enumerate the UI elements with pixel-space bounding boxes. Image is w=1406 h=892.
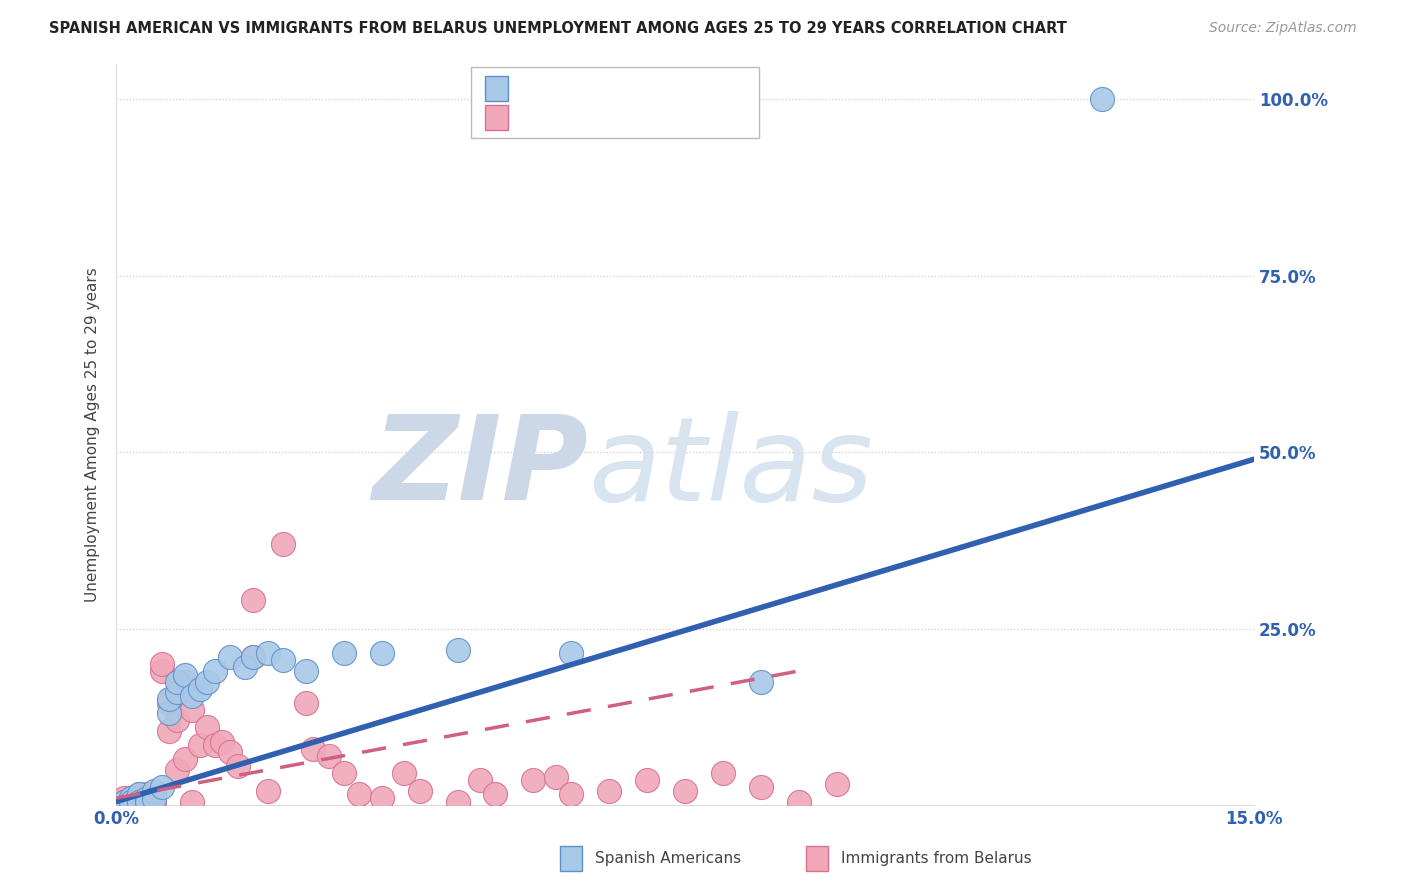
Point <box>150 664 173 678</box>
Point <box>166 714 188 728</box>
Point <box>394 766 416 780</box>
Point <box>560 646 582 660</box>
Point <box>749 674 772 689</box>
Point <box>188 681 211 696</box>
Point <box>128 795 150 809</box>
Point <box>318 748 340 763</box>
Point <box>546 770 568 784</box>
Point <box>112 791 135 805</box>
Point <box>219 745 242 759</box>
Point <box>233 660 256 674</box>
Point <box>242 593 264 607</box>
Point <box>560 788 582 802</box>
Point <box>484 788 506 802</box>
Point <box>181 689 204 703</box>
Text: R =: R = <box>522 82 550 96</box>
Point <box>143 795 166 809</box>
Point <box>370 646 392 660</box>
Point <box>135 791 157 805</box>
Point <box>204 738 226 752</box>
Point <box>181 703 204 717</box>
Point <box>242 649 264 664</box>
Point <box>204 664 226 678</box>
Point <box>636 773 658 788</box>
Point <box>143 784 166 798</box>
Point <box>302 741 325 756</box>
Point <box>143 792 166 806</box>
Point <box>370 791 392 805</box>
Text: SPANISH AMERICAN VS IMMIGRANTS FROM BELARUS UNEMPLOYMENT AMONG AGES 25 TO 29 YEA: SPANISH AMERICAN VS IMMIGRANTS FROM BELA… <box>49 21 1067 36</box>
Text: 0.456: 0.456 <box>558 82 606 96</box>
Point <box>120 791 142 805</box>
Point <box>157 706 180 721</box>
Point <box>135 795 157 809</box>
Point <box>749 780 772 795</box>
Point <box>150 657 173 671</box>
Point <box>150 780 173 795</box>
Point <box>195 721 218 735</box>
Text: 51: 51 <box>654 112 675 126</box>
Point <box>1091 92 1114 106</box>
Y-axis label: Unemployment Among Ages 25 to 29 years: Unemployment Among Ages 25 to 29 years <box>86 268 100 602</box>
Point <box>112 795 135 809</box>
Point <box>195 674 218 689</box>
Text: ZIP: ZIP <box>373 410 588 525</box>
Point <box>470 773 492 788</box>
Point <box>128 795 150 809</box>
Point <box>120 795 142 809</box>
Point <box>128 788 150 802</box>
Point <box>242 649 264 664</box>
Text: N =: N = <box>619 82 648 96</box>
Point <box>257 784 280 798</box>
Point <box>120 795 142 809</box>
Point <box>333 766 356 780</box>
Point <box>787 795 810 809</box>
Point <box>135 788 157 802</box>
Point <box>825 777 848 791</box>
Point <box>673 784 696 798</box>
Point <box>295 664 318 678</box>
Point <box>157 692 180 706</box>
Point <box>219 649 242 664</box>
Text: N =: N = <box>619 112 648 126</box>
Point <box>173 674 195 689</box>
Point <box>181 795 204 809</box>
Point <box>522 773 544 788</box>
Point <box>271 653 294 667</box>
Point <box>446 795 468 809</box>
Point <box>135 795 157 809</box>
Point <box>173 667 195 681</box>
Point <box>166 674 188 689</box>
Point <box>711 766 734 780</box>
Point <box>128 788 150 802</box>
Point <box>295 696 318 710</box>
Point <box>157 696 180 710</box>
Point <box>257 646 280 660</box>
Text: Immigrants from Belarus: Immigrants from Belarus <box>841 851 1032 865</box>
Point <box>333 646 356 660</box>
Point <box>166 763 188 777</box>
Point <box>408 784 430 798</box>
Point <box>347 788 370 802</box>
Point <box>157 723 180 738</box>
Point <box>211 734 233 748</box>
Point <box>188 738 211 752</box>
Point <box>271 537 294 551</box>
Text: Source: ZipAtlas.com: Source: ZipAtlas.com <box>1209 21 1357 35</box>
Point <box>598 784 620 798</box>
Point <box>446 642 468 657</box>
Text: 0.281: 0.281 <box>558 112 606 126</box>
Text: atlas: atlas <box>588 411 873 524</box>
Text: 31: 31 <box>654 82 675 96</box>
Point <box>226 759 249 773</box>
Point <box>166 685 188 699</box>
Text: Spanish Americans: Spanish Americans <box>595 851 741 865</box>
Point <box>173 752 195 766</box>
Point <box>112 795 135 809</box>
Point <box>120 791 142 805</box>
Point <box>143 791 166 805</box>
Text: R =: R = <box>522 112 550 126</box>
